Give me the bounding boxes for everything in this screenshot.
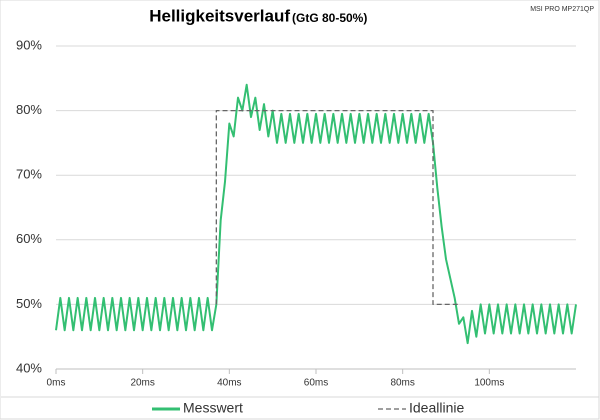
x-tick-label: 40ms [217,378,241,389]
x-tick-label: 60ms [304,378,328,389]
corner-note: MSI PRO MP271QP [530,6,594,13]
y-tick-label: 80% [16,102,42,117]
legend-label: Ideallinie [409,400,464,416]
x-tick-label: 80ms [390,378,414,389]
y-tick-label: 90% [16,37,42,52]
y-tick-label: 40% [16,360,42,375]
x-tick-label: 20ms [130,378,154,389]
series-line [215,109,459,306]
x-tick-label: 0ms [47,378,66,389]
y-tick-label: 60% [16,231,42,246]
chart-subtitle: (GtG 80-50%) [292,11,367,25]
chart-title: Helligkeitsverlauf [149,6,290,25]
x-tick-label: 100ms [474,378,504,389]
legend-label: Messwert [183,400,243,416]
y-tick-label: 70% [16,167,42,182]
series-line [55,83,577,345]
y-tick-label: 50% [16,296,42,311]
